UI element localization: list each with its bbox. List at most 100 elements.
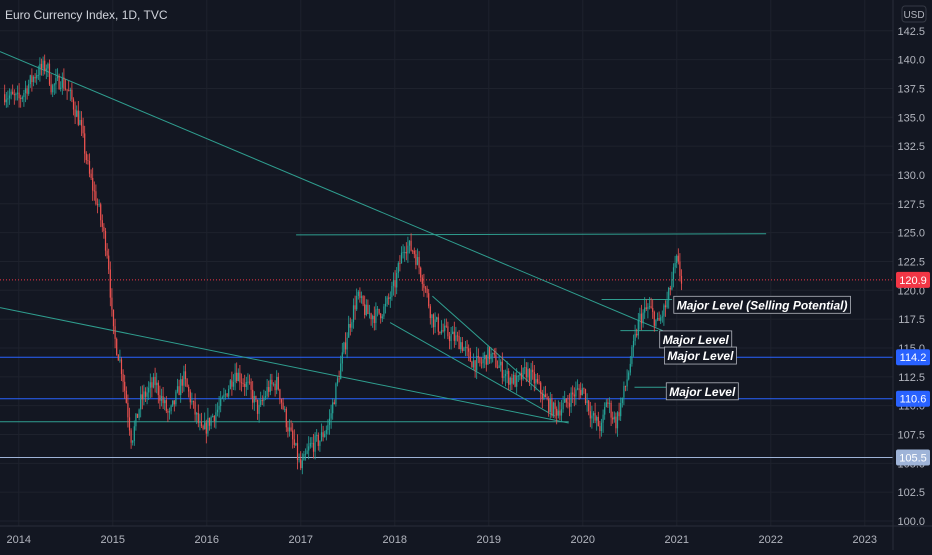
candle [368, 304, 371, 319]
candle [32, 75, 35, 87]
candle [197, 404, 199, 428]
candle [236, 362, 238, 384]
candle [218, 396, 220, 418]
candle [557, 400, 559, 419]
candle [660, 314, 662, 325]
candle [36, 69, 38, 85]
candle [618, 402, 620, 421]
candle [279, 388, 281, 405]
trendline[interactable] [0, 307, 569, 424]
candle [456, 331, 459, 342]
candle [63, 68, 65, 92]
annotation-box [664, 346, 737, 365]
candle [567, 394, 569, 409]
annotation-label[interactable]: Major Level [659, 330, 733, 349]
candle [85, 151, 87, 165]
price-tag: 110.6 [896, 390, 930, 407]
candle [408, 240, 411, 254]
trendline[interactable] [0, 51, 663, 332]
candle [463, 346, 465, 352]
candle [608, 397, 611, 414]
annotation-label[interactable]: Major Level [665, 382, 739, 401]
candle [378, 308, 380, 315]
candle [365, 299, 367, 317]
candle [149, 373, 151, 399]
candle [672, 263, 675, 288]
candle [135, 413, 137, 431]
annotation-label[interactable]: Major Level (Selling Potential) [673, 295, 851, 314]
y-tick-label: 117.5 [898, 314, 925, 326]
candle [607, 398, 609, 408]
candle [517, 374, 519, 382]
candle [159, 385, 161, 410]
candle [80, 111, 83, 137]
candle [452, 326, 454, 335]
candle [160, 388, 163, 407]
candle [268, 380, 270, 398]
candle [242, 378, 244, 388]
trendline[interactable] [389, 322, 555, 417]
annotation-label[interactable]: Major Level [664, 346, 737, 365]
candle [645, 299, 647, 311]
candle [164, 397, 166, 411]
time-axis[interactable]: 2014 2015 2016 2017 2018 2019 2020 2021 2022 2023 [7, 534, 877, 546]
candle [666, 291, 668, 309]
candle [90, 169, 92, 181]
candle [120, 357, 123, 381]
candle [644, 297, 646, 319]
candle [532, 360, 534, 380]
y-tick-label: 140.0 [897, 55, 925, 67]
candle [370, 312, 372, 326]
candle [496, 360, 499, 369]
candle [292, 422, 294, 449]
candle [520, 364, 523, 387]
x-tick-label: 2017 [289, 534, 313, 546]
currency-button[interactable]: USD [901, 5, 927, 23]
candle [440, 320, 443, 335]
candle [356, 288, 358, 312]
candle [77, 101, 79, 127]
x-tick-label: 2018 [383, 534, 407, 546]
price-axis[interactable]: 142.5 140.0 137.5 135.0 132.5 130.0 127.5 125.0… [897, 26, 925, 528]
candle [360, 291, 363, 304]
candle [303, 451, 305, 461]
candle [276, 370, 278, 395]
candle [284, 406, 286, 413]
candle [68, 80, 70, 92]
candle [396, 267, 398, 295]
candle [288, 419, 291, 437]
candle [476, 346, 478, 380]
x-tick-label: 2022 [759, 534, 783, 546]
candle [98, 199, 100, 208]
trendline[interactable] [296, 233, 767, 236]
candle [173, 400, 175, 412]
candle [535, 373, 537, 391]
price-tag-label: 114.2 [900, 352, 927, 364]
candle [221, 395, 223, 400]
candle [464, 341, 467, 357]
candle [344, 332, 347, 355]
candle [56, 68, 59, 81]
candle [511, 373, 513, 390]
grid [0, 0, 893, 526]
candle [208, 417, 211, 431]
candle [493, 348, 495, 359]
candle [28, 79, 30, 96]
candle [341, 342, 343, 372]
candle [407, 236, 409, 263]
annotations: Major Level (Selling Potential) Major Lev… [659, 295, 851, 401]
candle [560, 399, 563, 423]
y-tick-label: 112.5 [898, 372, 925, 384]
candle [640, 304, 643, 331]
annotation-text: Major Level (Selling Potential) [677, 298, 848, 312]
candle [351, 319, 353, 332]
candle [504, 369, 507, 387]
candle [162, 387, 164, 409]
candle [420, 266, 422, 282]
candle [439, 331, 441, 335]
candle [199, 413, 201, 431]
candle [82, 117, 84, 138]
candle [589, 401, 591, 428]
